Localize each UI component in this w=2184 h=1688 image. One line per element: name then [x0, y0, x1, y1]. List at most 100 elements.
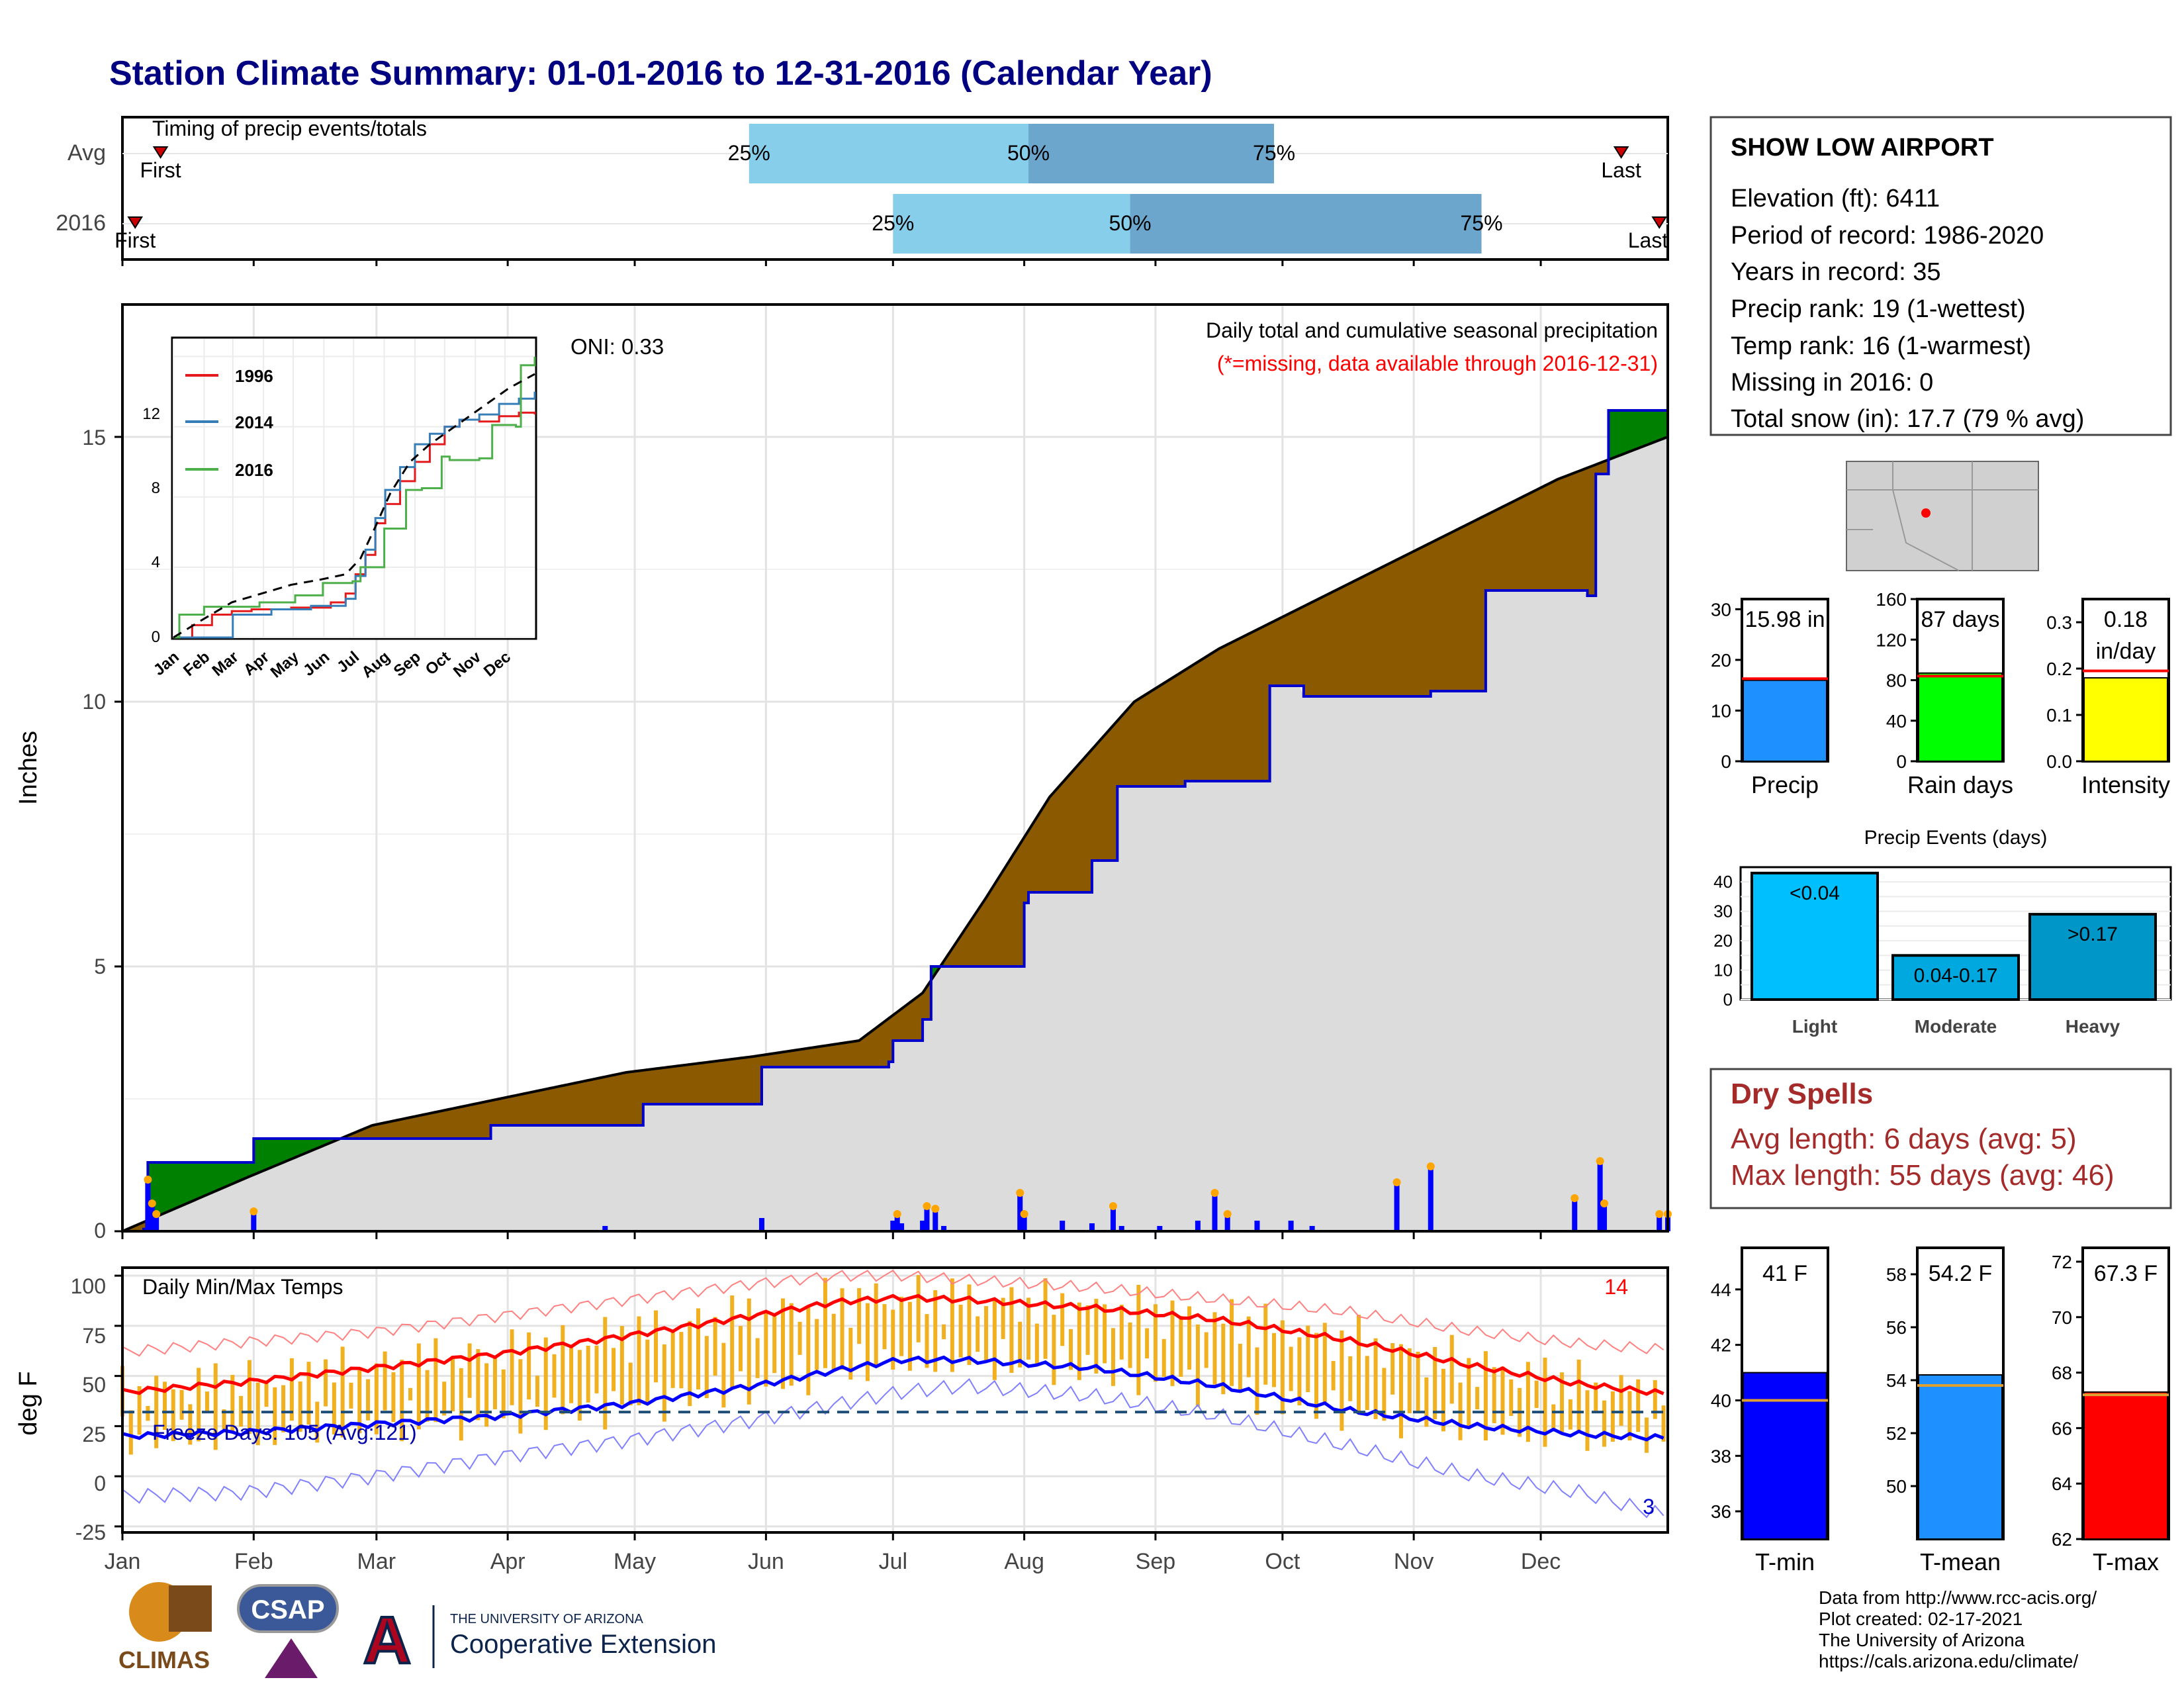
observed-cumulative-line [122, 385, 1669, 1233]
daily-temp-range-bar [1221, 1323, 1226, 1395]
daily-temp-range-bar [916, 1275, 921, 1342]
daily-temp-range-bar [366, 1379, 371, 1421]
timing-label-50-0: 50% [1007, 141, 1050, 165]
timing-label-25-1: 25% [872, 211, 914, 235]
events-bar-text-Light: <0.04 [1790, 882, 1840, 904]
daily-precip-bar [1017, 1194, 1023, 1231]
temp-ytick-25: 25 [82, 1423, 106, 1446]
temp-bar-ticklabel-0: 40 [1711, 1390, 1731, 1411]
daily-temp-range-bar [1331, 1360, 1336, 1391]
temp-bar-2 [2083, 1391, 2168, 1540]
daily-temp-range-bar [1161, 1338, 1166, 1378]
daily-temp-range-bar [857, 1288, 862, 1344]
daily-precip-bar [758, 1218, 764, 1231]
daily-temp-range-bar [492, 1356, 497, 1409]
daily-temp-range-bar [1153, 1304, 1158, 1382]
daily-temp-range-bar [730, 1295, 735, 1388]
events-ytick: 10 [1713, 961, 1733, 980]
temp-bar-label-tmax: T-max [2093, 1548, 2159, 1575]
mini-bar-unit-2: in/day [2096, 639, 2156, 664]
university-logo: A THE UNIVERSITY OF ARIZONA Cooperative … [362, 1602, 717, 1679]
daily-temp-range-bar [1543, 1358, 1547, 1447]
daily-temp-range-bar [408, 1387, 413, 1401]
daily-temp-range-bar [594, 1345, 599, 1393]
daily-precip-record-marker [1016, 1189, 1024, 1197]
daily-precip-record-marker [152, 1210, 161, 1218]
mini-bar-ticklabel-0: 20 [1711, 650, 1731, 671]
daily-precip-bar [1224, 1215, 1230, 1231]
temp-bar-ticklabel-1: 56 [1886, 1317, 1907, 1338]
daily-temp-range-bar [628, 1362, 633, 1405]
inset-series-2016 [173, 357, 536, 639]
daily-temp-range-bar [298, 1382, 302, 1432]
daily-temp-range-bar [1483, 1351, 1488, 1441]
daily-temp-range-bar [577, 1350, 582, 1421]
daily-precip-bar [602, 1226, 608, 1231]
daily-temp-range-bar [501, 1369, 506, 1419]
map-state-lines [1846, 461, 2038, 571]
daily-temp-range-bar [1645, 1417, 1649, 1453]
daily-temp-range-bar [1187, 1306, 1192, 1370]
month-label-Mar: Mar [357, 1549, 396, 1574]
daily-temp-range-bar [1661, 1405, 1666, 1442]
daily-temp-range-bar [1585, 1390, 1590, 1451]
month-label-Feb: Feb [234, 1549, 273, 1574]
daily-temp-range-bar [815, 1319, 819, 1370]
daily-temp-range-bar [586, 1345, 590, 1403]
timing-label: Timing of precip events/totals [152, 117, 427, 140]
daily-temp-range-bar [324, 1359, 328, 1407]
ua-block-a: A [363, 1603, 411, 1677]
month-label-Jul: Jul [879, 1549, 907, 1574]
daily-temp-range-bar [925, 1314, 929, 1368]
mini-bar-ticklabel-1: 120 [1876, 630, 1907, 650]
inset-ytick-12: 12 [142, 405, 160, 423]
timing-first-marker-0 [152, 146, 169, 159]
daily-temp-range-bar [654, 1310, 659, 1383]
mini-bar-ticklabel-2: 0.2 [2046, 659, 2072, 679]
temp-count-hot: 14 [1604, 1275, 1628, 1299]
precip-note-1: Daily total and cumulative seasonal prec… [1206, 318, 1658, 342]
daily-temp-range-bar [1170, 1300, 1175, 1386]
daily-temp-range-bar [569, 1347, 574, 1403]
inset-ytick-4: 4 [152, 553, 160, 571]
daily-temp-range-bar [1560, 1372, 1565, 1432]
temp-ytick-0: 0 [94, 1472, 106, 1495]
events-bar-Light [1751, 871, 1879, 1002]
daily-temp-range-bar [450, 1356, 455, 1412]
freeze-days-label: Freeze Days: 105 (Avg:121) [152, 1421, 417, 1444]
station-location-dot [1921, 508, 1931, 518]
timing-last-label-1: Last [1628, 228, 1668, 252]
timing-row-label-avg: Avg [68, 140, 106, 165]
daily-temp-range-bar [704, 1336, 709, 1399]
events-ytick: 0 [1723, 990, 1733, 1009]
precip-frame [121, 303, 1669, 1233]
daily-temp-range-bar [899, 1296, 904, 1356]
daily-precip-bar [1428, 1168, 1433, 1231]
precip-ytick-5: 5 [94, 955, 106, 978]
daily-temp-range-bar [637, 1316, 641, 1405]
daily-temp-range-bar [357, 1370, 362, 1434]
oni-label: ONI: 0.33 [570, 334, 664, 359]
daily-temp-range-bar [383, 1351, 387, 1411]
daily-temp-range-bar [848, 1327, 853, 1380]
daily-temp-range-bar [467, 1343, 472, 1398]
csap-logo-text: CSAP [251, 1595, 324, 1624]
daily-temp-range-bar [213, 1363, 218, 1450]
daily-temp-range-bar [306, 1362, 311, 1425]
daily-temp-range-bar [1475, 1387, 1480, 1410]
daily-precip-record-marker [923, 1202, 931, 1210]
daily-temp-range-bar [823, 1278, 827, 1368]
temp-bar-ticklabel-2: 72 [2052, 1252, 2072, 1272]
climas-emblem-block [169, 1585, 212, 1632]
daily-temp-range-bar [222, 1409, 226, 1430]
events-ytick: 40 [1713, 872, 1733, 892]
daily-temp-range-bar [527, 1332, 531, 1400]
month-label-Apr: Apr [490, 1549, 525, 1574]
daily-temp-range-bar [992, 1299, 997, 1380]
month-label-Sep: Sep [1136, 1549, 1176, 1574]
daily-temp-range-bar [891, 1309, 895, 1370]
temp-bar-ticklabel-0: 44 [1711, 1280, 1731, 1300]
daily-temp-range-bar [171, 1389, 175, 1441]
daily-precip-record-marker [1223, 1210, 1232, 1218]
